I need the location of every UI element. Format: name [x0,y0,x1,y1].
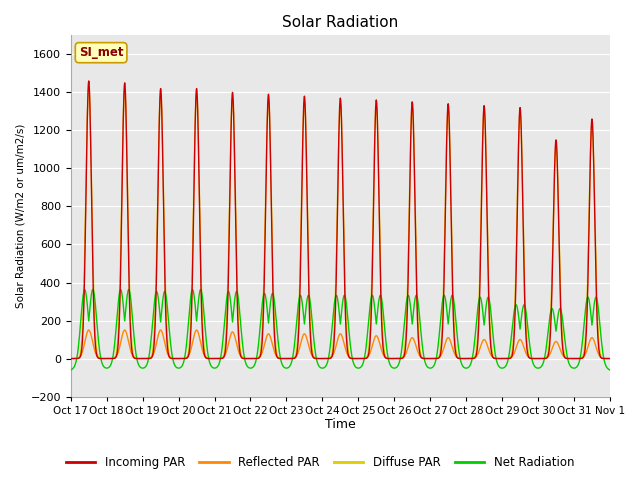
Y-axis label: Solar Radiation (W/m2 or um/m2/s): Solar Radiation (W/m2 or um/m2/s) [15,124,25,308]
Legend: Incoming PAR, Reflected PAR, Diffuse PAR, Net Radiation: Incoming PAR, Reflected PAR, Diffuse PAR… [61,452,579,474]
Text: SI_met: SI_met [79,46,124,59]
Title: Solar Radiation: Solar Radiation [282,15,399,30]
X-axis label: Time: Time [325,419,356,432]
